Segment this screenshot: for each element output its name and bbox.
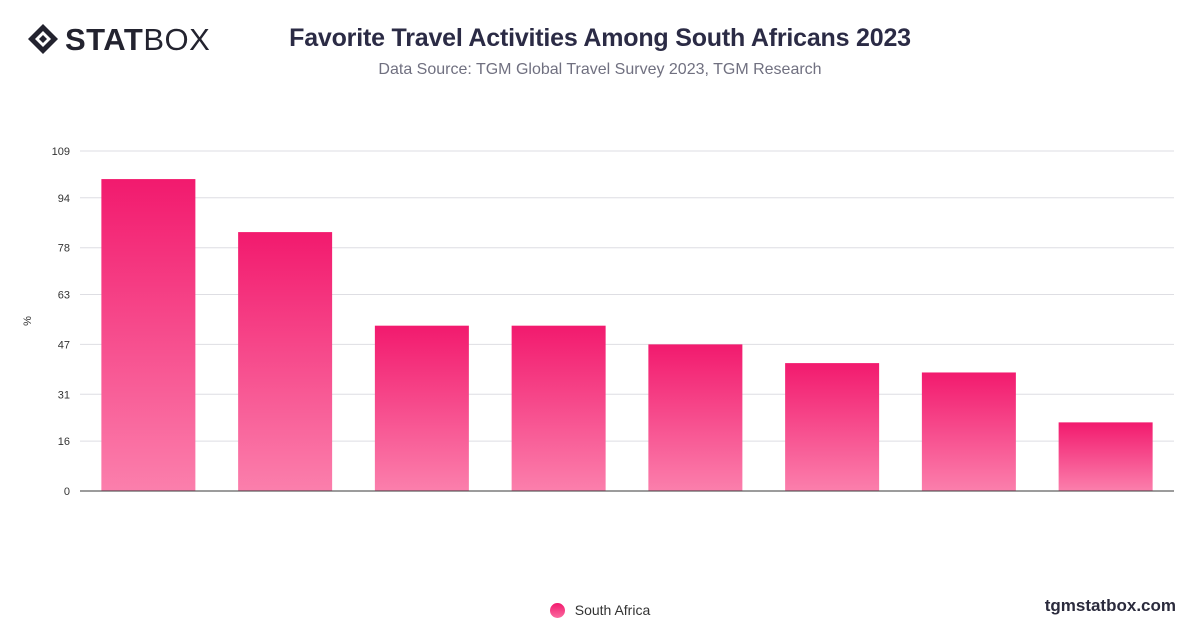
- bar-chart: 0 16 31 47 63 78 94 109 %: [22, 146, 1174, 498]
- bar-3[interactable]: [374, 325, 469, 491]
- bar-5[interactable]: [648, 344, 743, 491]
- footer-url[interactable]: tgmstatbox.com: [1044, 596, 1176, 615]
- bar-1[interactable]: [101, 179, 196, 491]
- bar-8[interactable]: [1058, 422, 1153, 491]
- y-tick-label: 78: [58, 243, 70, 255]
- logo-wordmark-bold: STAT: [65, 21, 144, 57]
- y-tick-label: 94: [58, 193, 70, 205]
- bar-6[interactable]: [785, 363, 880, 491]
- y-tick-label: 109: [52, 146, 70, 158]
- y-tick-label: 0: [64, 486, 70, 498]
- bars: [101, 179, 1153, 491]
- y-tick-label: 16: [58, 436, 70, 448]
- legend-label-south-africa[interactable]: South Africa: [574, 602, 651, 618]
- bar-2[interactable]: [238, 232, 333, 491]
- chart-subtitle: Data Source: TGM Global Travel Survey 20…: [378, 61, 822, 78]
- statbox-logo-icon: [28, 24, 58, 54]
- y-tick-label: 63: [58, 289, 70, 301]
- y-tick-label: 31: [58, 389, 70, 401]
- bar-4[interactable]: [511, 325, 606, 491]
- y-tick-label: 47: [58, 339, 70, 351]
- y-axis-title: %: [22, 316, 34, 326]
- logo-wordmark: STATBOX: [65, 24, 210, 55]
- logo-wordmark-light: BOX: [143, 21, 211, 57]
- bar-7[interactable]: [921, 372, 1016, 491]
- chart-title: Favorite Travel Activities Among South A…: [289, 24, 911, 52]
- y-axis-ticks: 0 16 31 47 63 78 94 109: [52, 146, 70, 498]
- legend: South Africa: [0, 602, 1200, 618]
- brand-logo: STATBOX: [26, 22, 210, 56]
- legend-swatch-south-africa[interactable]: [549, 602, 565, 618]
